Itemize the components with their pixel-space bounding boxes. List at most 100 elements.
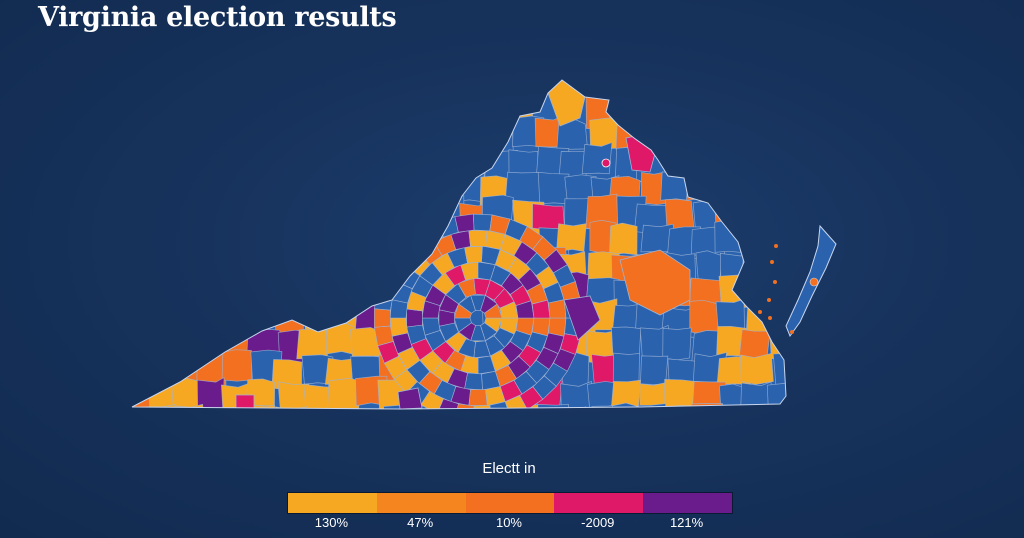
county-region bbox=[427, 174, 457, 205]
county-region bbox=[223, 251, 257, 282]
county-region bbox=[356, 80, 386, 99]
county-region bbox=[380, 197, 413, 232]
county-region bbox=[661, 405, 692, 409]
state-outline bbox=[131, 79, 787, 410]
island-region bbox=[809, 277, 819, 287]
legend-label-5: 121% bbox=[669, 515, 704, 530]
county-region bbox=[668, 146, 701, 179]
county-region bbox=[768, 223, 786, 259]
county-region bbox=[325, 115, 359, 150]
county-region bbox=[686, 95, 723, 129]
county-region bbox=[298, 275, 328, 311]
county-region bbox=[193, 146, 224, 180]
county-region bbox=[132, 300, 147, 337]
county-region bbox=[198, 167, 227, 202]
county-region bbox=[406, 308, 423, 328]
county-region bbox=[464, 245, 483, 264]
county-region bbox=[720, 117, 752, 150]
county-region bbox=[611, 402, 641, 409]
county-region bbox=[454, 213, 475, 233]
county-region bbox=[404, 222, 436, 253]
county-region bbox=[275, 253, 307, 286]
county-region bbox=[612, 352, 640, 386]
county-region bbox=[329, 274, 358, 307]
county-region bbox=[768, 198, 786, 229]
county-region bbox=[397, 387, 423, 409]
county-region bbox=[740, 353, 774, 385]
county-region bbox=[741, 220, 775, 251]
county-region bbox=[377, 272, 400, 295]
county-region bbox=[403, 405, 437, 409]
county-region bbox=[611, 326, 642, 356]
island-region bbox=[790, 330, 794, 334]
county-region bbox=[739, 171, 773, 203]
county-region bbox=[800, 70, 829, 101]
county-region bbox=[118, 410, 146, 439]
county-region bbox=[148, 140, 176, 175]
county-region bbox=[144, 174, 179, 207]
county-region bbox=[768, 174, 786, 205]
county-region bbox=[142, 330, 175, 360]
county-region bbox=[453, 80, 486, 107]
county-region bbox=[693, 119, 725, 158]
county-region bbox=[144, 404, 176, 409]
legend-color-bar bbox=[287, 492, 733, 514]
county-region bbox=[218, 117, 255, 150]
county-region bbox=[455, 124, 488, 156]
county-region bbox=[331, 80, 365, 98]
county-region bbox=[798, 201, 827, 232]
county-region bbox=[275, 277, 307, 310]
county-region bbox=[661, 80, 697, 101]
county-region bbox=[251, 201, 283, 234]
county-region bbox=[537, 171, 570, 205]
county-region bbox=[351, 203, 382, 234]
legend-swatch-1 bbox=[288, 493, 377, 513]
county-region bbox=[619, 249, 691, 316]
county-region bbox=[132, 326, 154, 359]
county-region bbox=[740, 196, 771, 233]
county-region bbox=[149, 227, 180, 256]
county-region bbox=[132, 277, 155, 309]
county-region bbox=[797, 120, 825, 149]
county-region bbox=[715, 298, 745, 331]
county-region bbox=[355, 170, 384, 201]
county-region bbox=[132, 219, 150, 251]
county-region bbox=[768, 121, 786, 157]
county-region bbox=[201, 278, 235, 315]
county-region bbox=[793, 377, 824, 404]
legend-swatch-5 bbox=[643, 493, 732, 513]
county-region bbox=[609, 222, 638, 256]
county-region bbox=[200, 406, 234, 409]
county-region bbox=[252, 169, 286, 199]
island-region bbox=[770, 260, 774, 264]
county-region bbox=[195, 195, 228, 230]
county-region bbox=[765, 254, 786, 287]
county-region bbox=[481, 80, 514, 101]
county-region bbox=[303, 383, 334, 409]
county-region bbox=[434, 119, 467, 156]
county-region bbox=[324, 247, 352, 278]
county-region bbox=[793, 325, 823, 361]
county-region bbox=[374, 308, 391, 328]
county-region bbox=[225, 410, 255, 441]
county-region bbox=[169, 279, 199, 313]
county-region bbox=[273, 201, 303, 230]
county-region bbox=[557, 406, 587, 409]
county-region bbox=[691, 403, 723, 409]
county-region bbox=[663, 378, 700, 409]
county-region bbox=[695, 250, 723, 283]
county-region bbox=[196, 376, 225, 409]
county-region bbox=[637, 403, 667, 409]
county-region bbox=[226, 279, 256, 312]
county-region bbox=[428, 80, 462, 103]
county-region bbox=[325, 173, 358, 210]
county-region bbox=[719, 171, 753, 206]
county-region bbox=[739, 329, 771, 360]
county-region bbox=[381, 80, 414, 96]
county-region bbox=[141, 194, 176, 230]
county-region bbox=[468, 230, 488, 247]
county-region bbox=[560, 380, 592, 409]
county-region bbox=[537, 403, 572, 409]
county-region bbox=[435, 146, 467, 176]
legend-swatch-4 bbox=[554, 493, 644, 513]
